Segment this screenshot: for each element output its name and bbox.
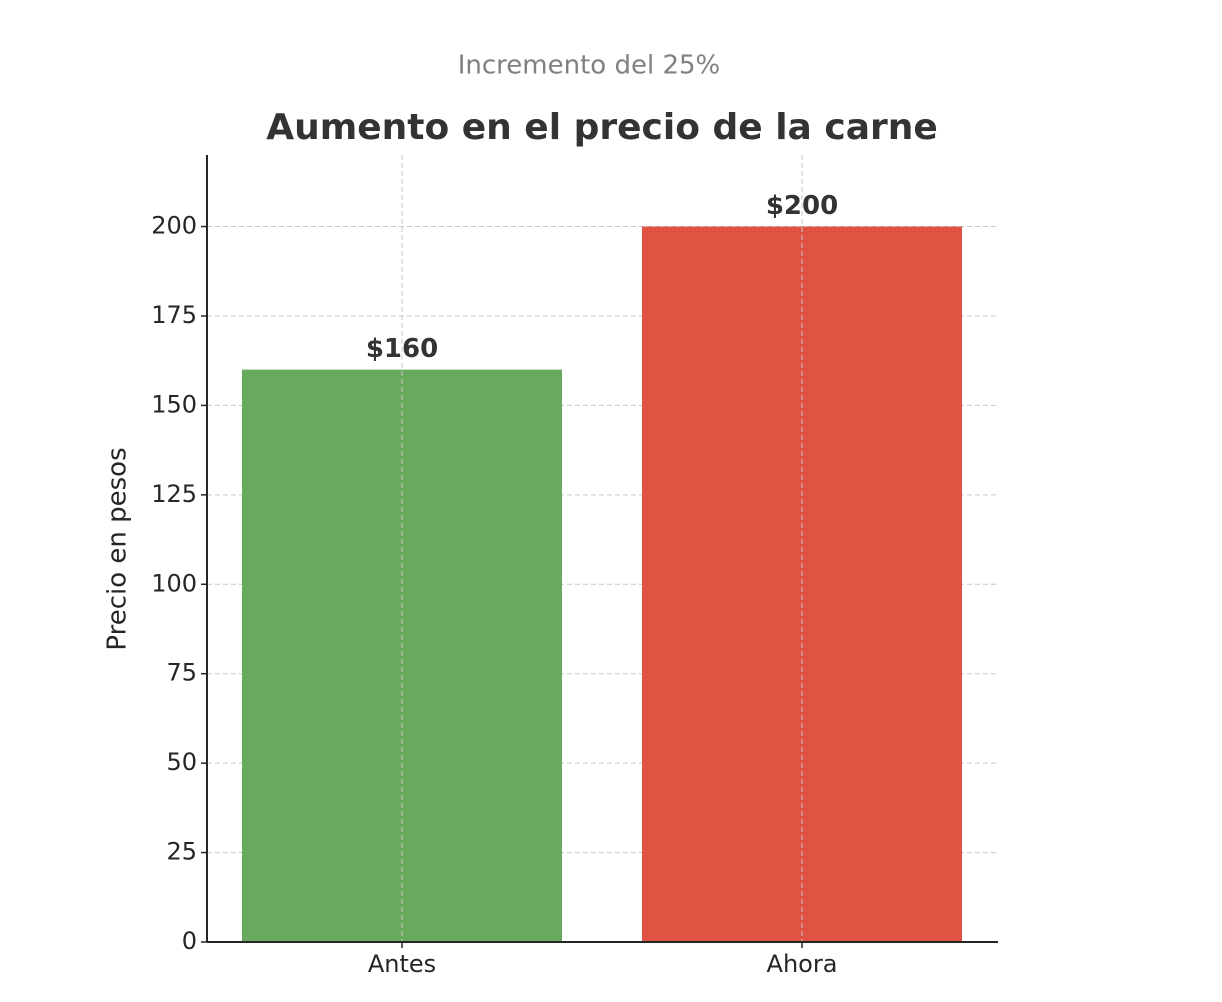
y-tick-label: 150: [151, 390, 197, 418]
y-axis-label: Precio en pesos: [103, 447, 133, 650]
x-tick-label: Ahora: [767, 950, 838, 978]
y-tick-label: 175: [151, 301, 197, 329]
y-tick-label: 200: [151, 212, 197, 240]
chart-subtitle: Incremento del 25%: [458, 51, 721, 81]
x-tick-label: Antes: [368, 950, 436, 978]
y-tick-label: 100: [151, 569, 197, 597]
y-tick-label: 75: [166, 659, 197, 687]
y-tick-label: 125: [151, 480, 197, 508]
y-tick-label: 25: [166, 838, 197, 866]
y-tick-label: 50: [166, 748, 197, 776]
chart-title: Aumento en el precio de la carne: [266, 107, 938, 148]
y-tick-label: 0: [182, 927, 197, 955]
